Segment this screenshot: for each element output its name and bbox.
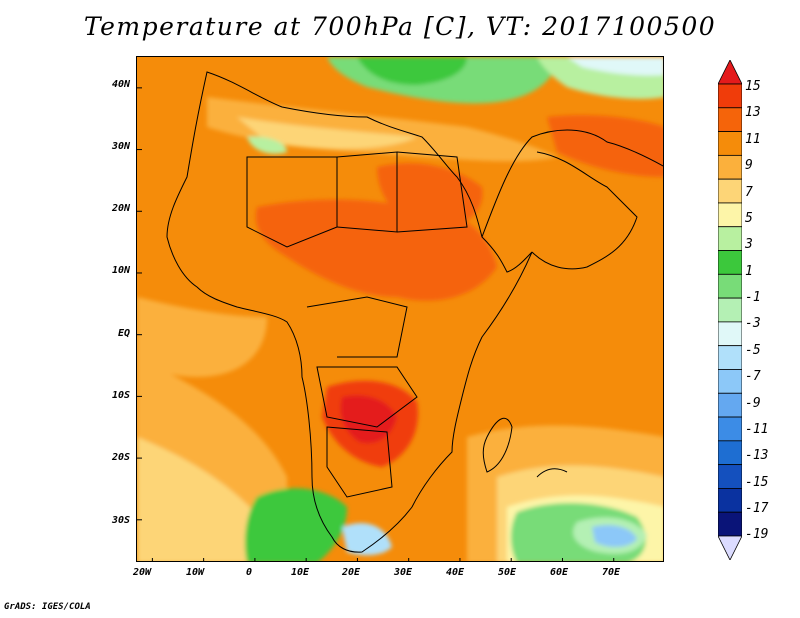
colorbar (718, 60, 742, 560)
colorbar-swatch (718, 131, 742, 156)
lat-tick-label: 30N (111, 141, 130, 152)
colorbar-swatch (718, 488, 742, 513)
map-panel (136, 56, 664, 562)
colorbar-label: 11 (745, 132, 761, 147)
colorbar-swatch (718, 297, 742, 323)
colorbar-swatch (718, 83, 742, 109)
lat-tick-label: 20N (111, 203, 130, 214)
lon-tick-label: 40E (446, 567, 465, 578)
colorbar-label: 9 (745, 158, 753, 173)
colorbar-swatch (718, 250, 742, 275)
colorbar-swatch (718, 511, 742, 537)
colorbar-swatch (718, 464, 742, 489)
colorbar-label: -5 (745, 343, 761, 358)
lon-tick-label: 50E (498, 567, 517, 578)
colorbar-label: 3 (745, 237, 753, 252)
colorbar-swatch (718, 107, 742, 132)
lon-tick-label: 70E (602, 567, 621, 578)
colorbar-swatch (718, 369, 742, 394)
colorbar-label: -7 (745, 369, 761, 384)
lat-tick-label: 10N (111, 265, 130, 276)
colorbar-bottom-arrow (718, 535, 742, 560)
colorbar-label: -15 (745, 475, 769, 490)
colorbar-swatch (718, 321, 742, 347)
colorbar-label: 7 (745, 185, 753, 200)
colorbar-label: -11 (745, 422, 769, 437)
colorbar-label: 1 (745, 264, 753, 279)
colorbar-label: 13 (745, 105, 761, 120)
lat-tick-label: 40N (111, 79, 130, 90)
lat-tick-label: 30S (111, 515, 130, 526)
colorbar-swatch (718, 273, 742, 299)
lon-tick-label: 30E (394, 567, 413, 578)
lon-tick-label: 0 (246, 567, 253, 578)
colorbar-swatch (718, 440, 742, 466)
lon-tick-label: 20W (133, 567, 152, 578)
colorbar-swatch (718, 226, 742, 251)
temperature-map (137, 57, 663, 561)
lon-tick-label: 20E (342, 567, 361, 578)
colorbar-swatch (718, 392, 742, 418)
colorbar-label: -1 (745, 290, 761, 305)
grads-credit: GrADS: IGES/COLA (4, 602, 91, 612)
colorbar-swatch (718, 178, 742, 204)
colorbar-label: -13 (745, 448, 769, 463)
colorbar-label: -19 (745, 527, 769, 542)
colorbar-label: -3 (745, 316, 761, 331)
colorbar-swatch (718, 154, 742, 180)
colorbar-swatch (718, 416, 742, 442)
lon-tick-label: 10W (186, 567, 205, 578)
colorbar-label: 5 (745, 211, 753, 226)
colorbar-label: 15 (745, 79, 761, 94)
colorbar-swatch (718, 202, 742, 228)
colorbar-label: -17 (745, 501, 769, 516)
axis-ticks (137, 87, 615, 561)
colorbar-label: -9 (745, 396, 761, 411)
colorbar-swatch (718, 345, 742, 370)
lat-tick-label: 20S (111, 452, 130, 463)
lat-tick-label: 10S (111, 390, 130, 401)
lon-tick-label: 60E (550, 567, 569, 578)
colorbar-top-arrow (718, 60, 742, 85)
coastlines (166, 71, 663, 553)
map-title: Temperature at 700hPa [C], VT: 201710050… (83, 12, 717, 41)
lat-tick-label: EQ (117, 328, 130, 339)
lon-tick-label: 10E (291, 567, 310, 578)
